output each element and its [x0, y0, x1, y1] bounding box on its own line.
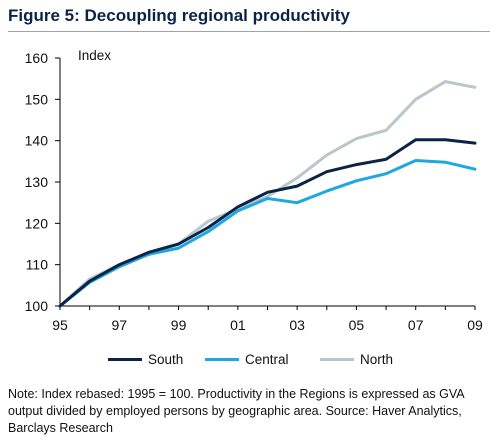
y-tick-label: 160: [25, 50, 49, 66]
y-tick-label: 150: [25, 91, 49, 107]
y-tick-label: 120: [25, 215, 49, 231]
legend-item-central: Central: [205, 352, 289, 367]
legend-swatch: [320, 358, 354, 361]
x-tick-label: 01: [230, 317, 246, 333]
y-tick-label: 130: [25, 174, 49, 190]
x-tick-label: 03: [289, 317, 305, 333]
legend-label: South: [148, 352, 184, 367]
legend-item-south: South: [108, 352, 183, 367]
y-axis-label: Index: [78, 48, 111, 63]
series-line-central: [58, 159, 477, 308]
line-chart: 100 110 120 130 140 150 160 Index 95 97 99 01 03 05 07…: [25, 48, 483, 333]
legend-label: Central: [245, 352, 289, 367]
legend-label: North: [360, 352, 394, 367]
x-tick-label: 05: [349, 317, 365, 333]
legend-swatch: [205, 358, 239, 361]
plot-area: 100 110 120 130 140 150 160 Index 95 97 99 01 03 05 07…: [25, 48, 483, 333]
x-tick-label: 99: [171, 317, 187, 333]
legend-item-north: North: [320, 352, 393, 367]
chart-legend: South Central North: [0, 352, 500, 372]
y-tick-label: 140: [25, 133, 49, 149]
x-tick-label: 07: [408, 317, 424, 333]
y-tick-label: 100: [25, 298, 49, 314]
y-tick-label: 110: [26, 257, 49, 273]
x-tick-label: 97: [111, 317, 127, 333]
legend-swatch: [108, 358, 142, 361]
x-tick-label: 09: [467, 317, 483, 333]
x-tick-label: 95: [52, 317, 68, 333]
series-line-south: [58, 138, 477, 308]
chart-title: Figure 5: Decoupling regional productivi…: [8, 6, 350, 25]
chart-note: Note: Index rebased: 1995 = 100. Product…: [8, 387, 464, 435]
title-divider: [8, 31, 490, 32]
